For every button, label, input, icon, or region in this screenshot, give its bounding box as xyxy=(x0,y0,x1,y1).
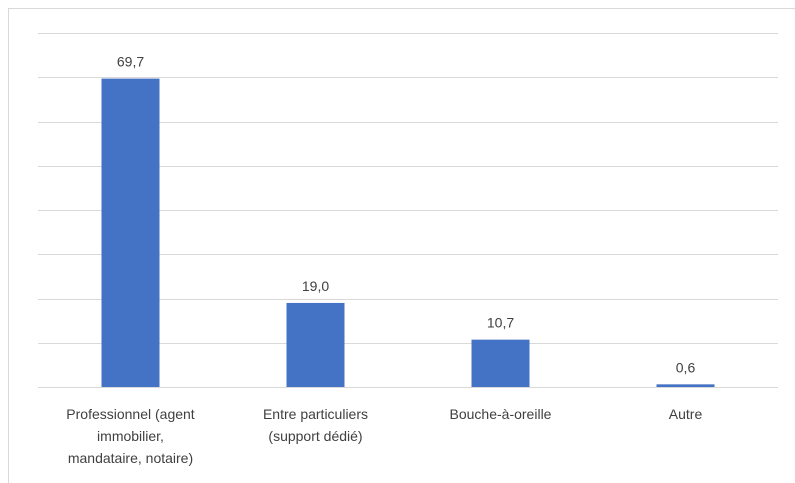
bar xyxy=(101,78,160,387)
data-label: 10,7 xyxy=(487,315,514,331)
gridlines xyxy=(38,33,778,388)
bar xyxy=(471,339,530,387)
category-label: immobilier, xyxy=(97,428,164,444)
bar xyxy=(656,384,715,387)
category-labels: Professionnel (agent immobilier, mandatair… xyxy=(66,406,702,466)
data-labels: 69,7 19,0 10,7 0,6 xyxy=(117,54,696,376)
category-label: Bouche-à-oreille xyxy=(450,406,552,422)
bars xyxy=(101,78,715,387)
category-label: Autre xyxy=(669,406,703,422)
category-label: Professionnel (agent xyxy=(66,406,195,422)
category-label: (support dédié) xyxy=(268,428,362,444)
bar xyxy=(286,302,345,387)
data-label: 0,6 xyxy=(676,359,696,375)
data-label: 69,7 xyxy=(117,54,144,70)
category-label: Entre particuliers xyxy=(263,406,368,422)
category-label: mandataire, notaire) xyxy=(68,450,193,466)
data-label: 19,0 xyxy=(302,278,329,294)
